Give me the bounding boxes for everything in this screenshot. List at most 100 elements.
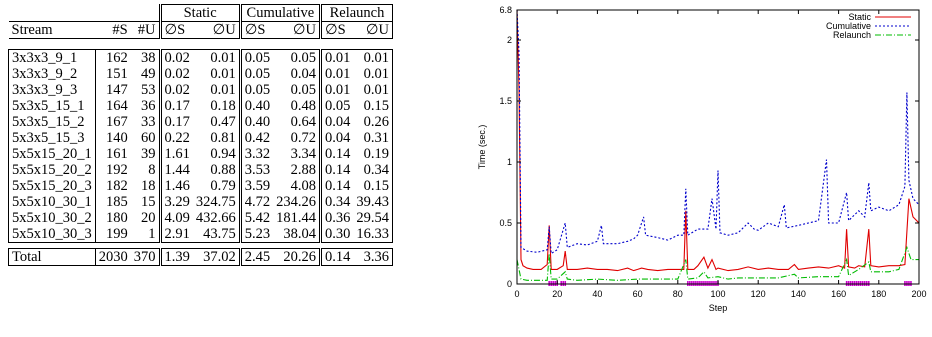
value-cell: 0.04 — [319, 114, 354, 130]
table-row: 3x3x3_9_2 151 49 0.02 0.01 0.05 0.04 0.01 0.01 — [8, 66, 394, 82]
value-cell: 0.01 — [210, 66, 236, 82]
table-row: 5x5x15_20_3 182 18 1.46 0.79 3.59 4.08 0.14 0.15 — [8, 178, 394, 194]
y-tick-label: 0.5 — [499, 218, 512, 228]
value-cell: 0.17 — [158, 98, 193, 114]
value-cell: 4.09 — [158, 210, 193, 226]
table-row: 5x3x5_15_2 167 33 0.17 0.47 0.40 0.64 0.04 0.26 — [8, 114, 394, 130]
value-cell: 0.36 — [319, 210, 354, 226]
value-cell: 4.72 — [238, 194, 274, 210]
total-value-cell: 2030 — [94, 248, 131, 266]
value-cell: 8 — [148, 162, 156, 178]
stream-name-cell: 3x3x3_9_2 — [8, 66, 96, 82]
plot-frame — [516, 9, 920, 285]
value-cell: 53 — [141, 82, 156, 98]
column-header: ∅U — [192, 21, 241, 39]
table-row: 3x3x3_9_1 162 38 0.02 0.01 0.05 0.05 0.01 0.01 — [8, 49, 394, 66]
value-cell: 0.02 — [158, 82, 193, 98]
value-cell: 0.14 — [319, 146, 354, 162]
value-cell: 20 — [141, 210, 156, 226]
value-cell: 29.54 — [353, 210, 394, 226]
stream-name-cell: 5x5x15_20_2 — [8, 162, 96, 178]
value-cell: 0.34 — [353, 162, 394, 178]
value-cell: 147 — [94, 82, 131, 98]
total-value-cell: 37.02 — [192, 248, 241, 266]
value-cell: 162 — [94, 49, 131, 66]
value-cell: 0.01 — [353, 49, 394, 66]
value-cell: 0.64 — [290, 114, 316, 130]
axis-layer: 0 20 40 60 80 100 120 140 160 180 200 0 0.5 1 1.5 2 6.8 S… — [477, 5, 927, 313]
value-cell: 1.46 — [158, 178, 193, 194]
value-cell: 151 — [94, 66, 131, 82]
value-cell: 0.18 — [210, 98, 236, 114]
value-cell: 0.01 — [353, 66, 394, 82]
value-cell: 0.40 — [238, 114, 274, 130]
column-header: ∅S — [319, 21, 354, 39]
stream-name-cell: 5x5x10_30_2 — [8, 210, 96, 226]
stream-name-cell: 5x3x5_15_2 — [8, 114, 96, 130]
legend-label: Relaunch — [833, 30, 871, 40]
value-cell: 0.81 — [210, 130, 236, 146]
value-cell: 180 — [94, 210, 131, 226]
value-cell: 0.26 — [353, 114, 394, 130]
value-cell: 0.14 — [319, 178, 354, 194]
value-cell: 33 — [141, 114, 156, 130]
table-row: 5x5x10_30_1 185 15 3.29 324.75 4.72 234.26 0.34… — [8, 194, 394, 210]
total-value-cell: 3.36 — [353, 248, 394, 266]
value-cell: 1 — [130, 226, 160, 243]
value-cell: 0.72 — [290, 130, 316, 146]
total-value-cell: 2.45 — [238, 248, 274, 266]
y-tick-label: 6.8 — [499, 5, 512, 15]
value-cell: 0.48 — [290, 98, 316, 114]
total-value-cell: 0.14 — [319, 248, 354, 266]
value-cell: 0.40 — [238, 98, 274, 114]
group-header-relaunch: Relaunch — [319, 4, 393, 22]
value-cell: 0.22 — [158, 130, 193, 146]
value-cell: 0.15 — [353, 178, 394, 194]
value-cell: 0.05 — [238, 66, 274, 82]
value-cell: 167 — [94, 114, 131, 130]
column-header: Stream — [8, 21, 96, 39]
value-cell: 1.44 — [158, 162, 193, 178]
stream-name-cell: 5x3x5_15_1 — [8, 98, 96, 114]
value-cell: 39.43 — [353, 194, 394, 210]
column-header: ∅U — [273, 21, 321, 39]
stream-name-cell: 3x3x3_9_3 — [8, 82, 96, 98]
value-cell: 36 — [141, 98, 156, 114]
x-tick-label: 0 — [514, 289, 519, 299]
results-table: Static Cumulative Relaunch Stream #S #U ∅S ∅… — [8, 4, 394, 266]
stream-name-cell: 5x5x10_30_3 — [8, 226, 96, 243]
series-layer — [516, 9, 920, 281]
value-cell: 0.30 — [319, 226, 354, 243]
value-cell: 0.02 — [158, 49, 193, 66]
value-cell: 3.32 — [238, 146, 274, 162]
value-cell: 0.04 — [290, 66, 316, 82]
table-row: 5x3x5_15_3 140 60 0.22 0.81 0.42 0.72 0.04 0.31 — [8, 130, 394, 146]
value-cell: 0.05 — [238, 49, 274, 66]
y-tick-label: 2 — [507, 35, 512, 45]
value-cell: 43.75 — [192, 226, 241, 243]
group-header-cumulative: Cumulative — [238, 4, 321, 22]
value-cell: 3.59 — [238, 178, 274, 194]
value-cell: 0.05 — [290, 82, 316, 98]
legend-label: Static — [848, 12, 871, 22]
series-line-static — [516, 9, 920, 272]
x-tick-label: 140 — [791, 289, 806, 299]
x-tick-label: 20 — [552, 289, 562, 299]
value-cell: 18 — [141, 178, 156, 194]
value-cell: 432.66 — [195, 210, 236, 226]
stream-name-cell: 5x5x15_20_3 — [8, 178, 96, 194]
column-header: #S — [95, 21, 131, 39]
value-cell: 199 — [94, 226, 131, 243]
value-cell: 60 — [141, 130, 156, 146]
table-row: 5x3x5_15_1 164 36 0.17 0.18 0.40 0.48 0.05 0.15 — [8, 98, 394, 114]
value-cell: 38.04 — [273, 226, 321, 243]
table-row: 5x5x15_20_1 161 39 1.61 0.94 3.32 3.34 0.14 0.19 — [8, 146, 394, 162]
value-cell: 0.15 — [353, 98, 394, 114]
value-cell: 182 — [94, 178, 131, 194]
stream-name-cell: 3x3x3_9_1 — [8, 49, 96, 66]
value-cell: 0.01 — [210, 82, 236, 98]
value-cell: 5.23 — [238, 226, 274, 243]
x-tick-label: 100 — [710, 289, 725, 299]
value-cell: 1.61 — [158, 146, 193, 162]
stream-name-cell: 5x3x5_15_3 — [8, 130, 96, 146]
